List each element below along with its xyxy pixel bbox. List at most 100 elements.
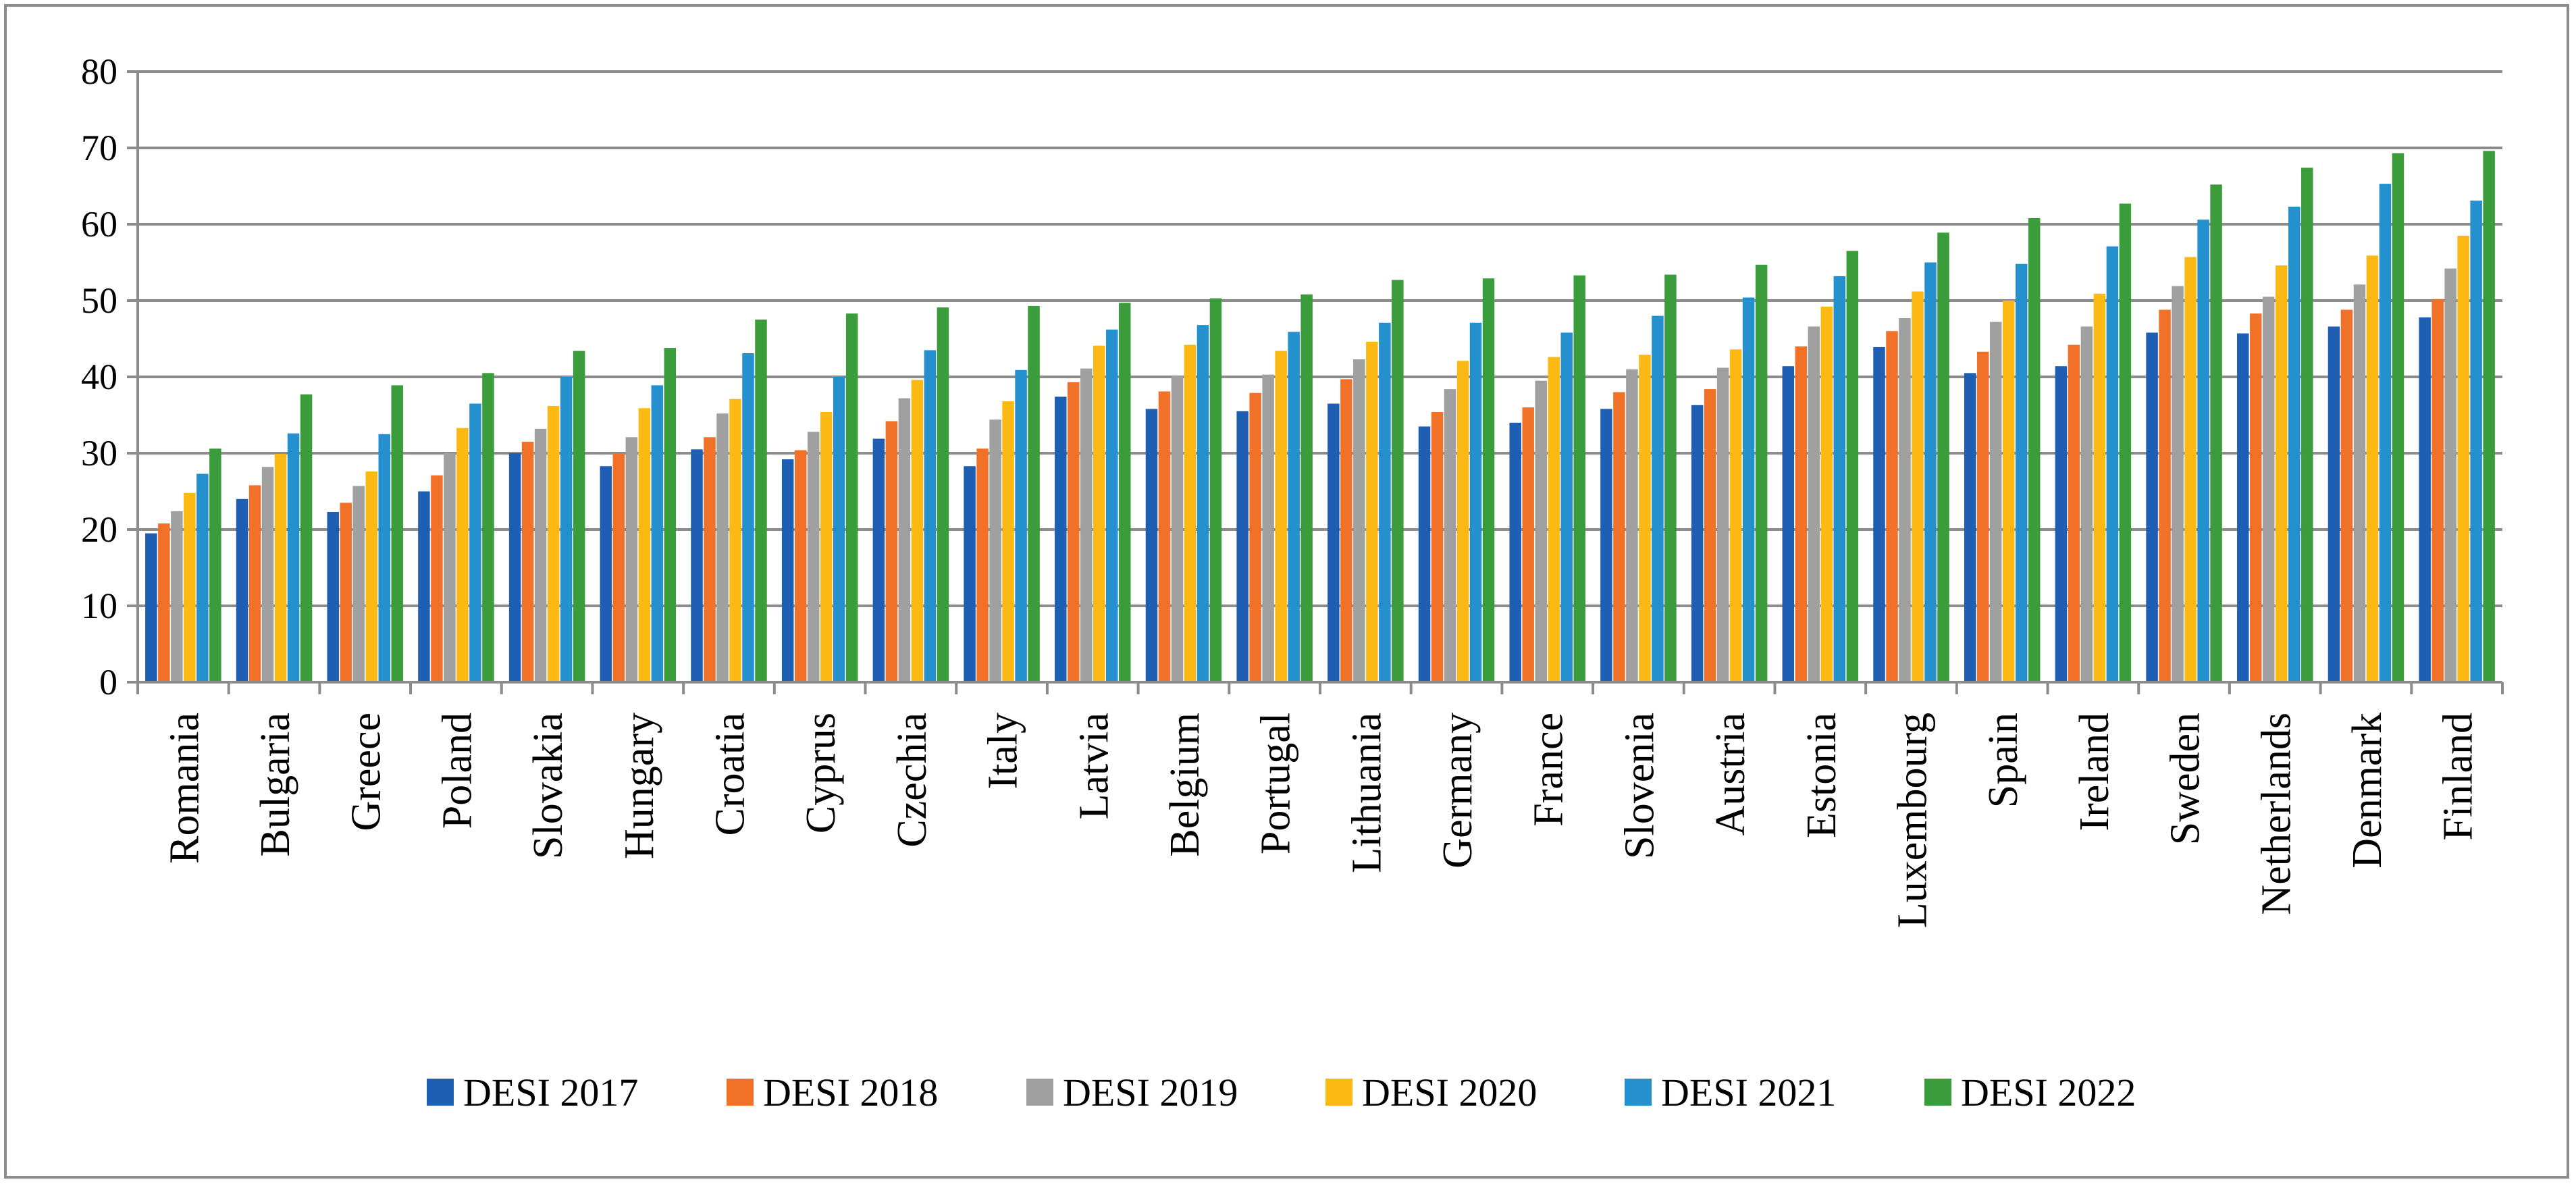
x-tick-label: Spain: [1980, 713, 2026, 808]
y-tick-label: 30: [81, 433, 117, 473]
bar: [1846, 251, 1859, 682]
bar: [1833, 276, 1846, 683]
bar: [1249, 392, 1261, 682]
bar: [1873, 346, 1885, 682]
bar: [1535, 380, 1547, 682]
x-tick-label: Ireland: [2072, 713, 2118, 831]
x-tick-label: Sweden: [2163, 713, 2209, 845]
bar: [2172, 286, 2184, 682]
bar: [418, 491, 430, 682]
x-tick-label: Cyprus: [798, 713, 844, 833]
bar: [158, 523, 170, 682]
bar: [300, 394, 313, 682]
bar: [2340, 309, 2353, 682]
bar: [872, 438, 885, 682]
bar: [2301, 168, 2313, 682]
bar: [1184, 344, 1197, 682]
bar: [2146, 332, 2158, 683]
bar: [612, 453, 625, 682]
bar: [1989, 321, 2002, 682]
bar: [1691, 405, 1704, 682]
x-tick-label: Finland: [2436, 713, 2481, 840]
x-tick-label: Portugal: [1253, 713, 1299, 854]
bar: [729, 398, 741, 682]
bar: [236, 498, 248, 682]
bar: [2210, 184, 2222, 682]
legend-swatch: [1325, 1079, 1352, 1106]
bar: [704, 437, 716, 682]
bar: [1964, 373, 1976, 682]
bar: [287, 433, 300, 682]
bar: [1197, 325, 1209, 682]
bar: [1262, 374, 1274, 682]
bar: [1820, 307, 1833, 682]
bar: [2392, 153, 2404, 682]
bar: [340, 503, 352, 682]
bar: [171, 511, 183, 682]
bar: [2068, 344, 2080, 682]
legend-swatch: [427, 1079, 454, 1106]
bar: [794, 450, 807, 682]
bar: [1469, 322, 1482, 682]
x-tick-label: Croatia: [708, 713, 754, 836]
bar: [2379, 184, 2392, 682]
legend: DESI 2017 DESI 2018 DESI 2019 DESI 2020 DESI…: [427, 1071, 2136, 1114]
bar: [2288, 207, 2301, 682]
bar: [1300, 294, 1313, 683]
bar: [1431, 411, 1444, 682]
bar: [1795, 346, 1808, 682]
bar: [1482, 278, 1495, 683]
x-tick-label: Italy: [980, 713, 1026, 790]
bar: [1548, 357, 1560, 682]
legend-swatch: [1625, 1079, 1652, 1106]
bar: [1573, 275, 1585, 683]
bar: [508, 453, 521, 682]
y-tick-label: 50: [81, 280, 117, 321]
bar: [145, 533, 157, 682]
bar: [1392, 280, 1404, 682]
bar: [2015, 263, 2028, 682]
x-tick-label: Belgium: [1162, 713, 1208, 857]
bar: [2237, 333, 2249, 683]
x-tick-label: France: [1526, 713, 1572, 827]
axes: [136, 72, 2504, 694]
bar: [1755, 264, 1768, 682]
bar: [1509, 422, 1521, 682]
bar: [898, 398, 911, 682]
y-tick-label: 10: [81, 586, 117, 626]
bar: [2002, 301, 2015, 682]
y-tick-label: 40: [81, 357, 117, 397]
x-tick-label: Luxembourg: [1890, 713, 1936, 928]
bar: [1976, 351, 1989, 682]
bar: [261, 467, 274, 682]
bar: [625, 437, 638, 682]
x-tick-label: Poland: [434, 713, 480, 829]
bar: [1613, 392, 1625, 682]
bar: [2028, 217, 2041, 683]
bar: [1093, 345, 1105, 682]
bar: [2432, 299, 2444, 682]
bar: [2483, 151, 2495, 682]
bar: [2197, 220, 2209, 683]
bar: [431, 475, 443, 682]
y-tick-label: 80: [81, 51, 117, 92]
bar: [600, 466, 612, 682]
y-tick-label: 60: [81, 204, 117, 244]
bar: [573, 351, 585, 682]
bar: [807, 432, 820, 682]
bar: [1704, 389, 1716, 682]
bar: [469, 403, 481, 682]
bar: [1716, 367, 1729, 682]
bar: [444, 453, 456, 682]
bar: [885, 421, 898, 682]
bar: [1626, 369, 1638, 682]
legend-label: DESI 2020: [1362, 1071, 1537, 1114]
bar: [638, 408, 651, 682]
bars: [145, 151, 2495, 683]
bar: [989, 419, 1001, 682]
bar: [1028, 305, 1040, 682]
bar: [1055, 396, 1067, 682]
bar: [716, 413, 729, 682]
bar: [1002, 401, 1014, 682]
x-tick-label: Bulgaria: [253, 713, 298, 857]
